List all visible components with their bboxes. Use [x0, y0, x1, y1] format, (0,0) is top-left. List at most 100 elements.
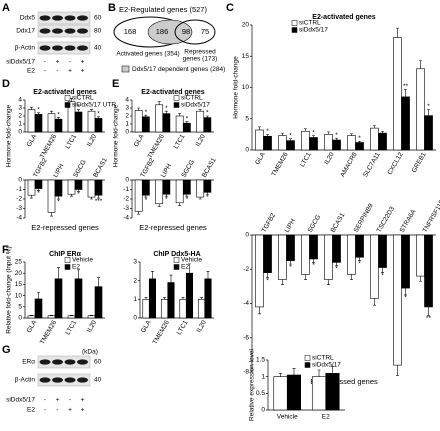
x-tick-label: IL20 [86, 133, 99, 148]
bar [54, 278, 63, 319]
error-bar [77, 189, 80, 192]
error-bar [57, 196, 60, 200]
venn-dependent [147, 19, 193, 45]
bar [34, 298, 43, 319]
band [39, 359, 51, 365]
sign: + [68, 407, 72, 414]
y-axis-label: Hormone fold-change [233, 56, 240, 119]
significance: * [57, 111, 60, 118]
sign: + [81, 397, 85, 404]
error-bar [164, 194, 168, 197]
bar [155, 104, 164, 133]
bar [134, 110, 143, 133]
bar [255, 234, 264, 308]
sign: - [69, 397, 71, 404]
legend-swatch [173, 102, 180, 108]
bar [324, 134, 333, 151]
y-axis-label: Relative fold-change (Input %) [6, 246, 13, 333]
bar [325, 373, 340, 411]
y-tick-label: -2 [16, 196, 22, 203]
significance: * [404, 295, 407, 302]
sign: + [56, 59, 60, 66]
band [52, 359, 63, 365]
error-bar [77, 269, 80, 279]
panel-label: D [2, 78, 10, 90]
bar [27, 109, 36, 133]
sign: + [68, 68, 72, 75]
bar [87, 315, 96, 319]
legend-label: E2 [181, 264, 189, 271]
bar [162, 113, 171, 133]
x-tick-label: LTC1 [64, 319, 78, 336]
y-tick-label: 15 [15, 281, 23, 288]
bar [370, 127, 379, 151]
kda-marker: 40 [94, 377, 102, 384]
panel-label: E [112, 78, 119, 90]
bar [286, 140, 295, 151]
band [77, 15, 88, 21]
bar [347, 234, 356, 275]
legend-swatch [64, 264, 71, 270]
bar [162, 179, 171, 195]
error-bar [164, 110, 168, 114]
significance: * [206, 194, 209, 201]
error-bar [317, 369, 321, 377]
band [39, 45, 51, 51]
bar [34, 179, 43, 189]
error-bar [312, 258, 316, 263]
band-label: ERα [22, 359, 35, 366]
y-tick-label: -2 [243, 266, 249, 273]
bar [286, 234, 295, 261]
error-bar [50, 212, 53, 217]
error-bar [404, 89, 408, 97]
error-bar [335, 262, 339, 267]
x-tick-label: SERPINB9 [353, 202, 375, 234]
y-tick-label: 0.5 [256, 390, 265, 397]
chart-title: E2-activated genes [141, 89, 205, 96]
error-bar [144, 114, 148, 117]
y-tick-label: 4 [18, 97, 22, 104]
x-tick-label: TMEM26 [39, 319, 58, 346]
bar [301, 130, 310, 151]
row-label: siDdx5/17 [6, 59, 35, 66]
error-bar [77, 109, 80, 112]
y-tick-label: 0 [261, 407, 265, 414]
error-bar [181, 297, 185, 300]
sign: - [69, 59, 71, 66]
y-tick-label: 5 [18, 304, 22, 311]
error-bar [198, 109, 202, 112]
error-bar [97, 195, 100, 199]
y-tick-label: -1 [16, 186, 22, 193]
x-tick-label: GREB1 [411, 151, 428, 174]
bar [347, 135, 356, 151]
bar [355, 234, 364, 258]
x-tick-label: GLA [133, 133, 146, 148]
significance: * [335, 132, 338, 139]
bar [203, 117, 212, 133]
error-bar [144, 297, 148, 300]
legend-swatch [304, 355, 311, 361]
y-axis-label: Relative expression level [249, 349, 256, 421]
x-tick-label: LTC1 [299, 151, 313, 168]
band [77, 377, 88, 383]
error-bar [381, 130, 385, 134]
error-bar [312, 135, 316, 138]
bar [204, 278, 212, 319]
error-bar [137, 107, 141, 111]
error-bar [137, 211, 141, 215]
x-tick-label: TMEM26 [39, 133, 58, 160]
y-tick-label: -4 [16, 215, 22, 222]
error-bar [178, 113, 182, 116]
bar [142, 299, 150, 319]
x-tick-label: GLA [140, 319, 153, 334]
bar [332, 234, 341, 263]
y-tick-label: 1 [133, 296, 137, 303]
panel-label: F [2, 244, 9, 256]
x-tick-label: TGFB2 [139, 157, 156, 179]
y-tick-label: 2 [133, 277, 137, 284]
bar [87, 179, 96, 198]
x-tick-label: LIPH [284, 218, 297, 234]
error-bar [37, 291, 40, 299]
band-label: β-Actin [15, 377, 36, 384]
